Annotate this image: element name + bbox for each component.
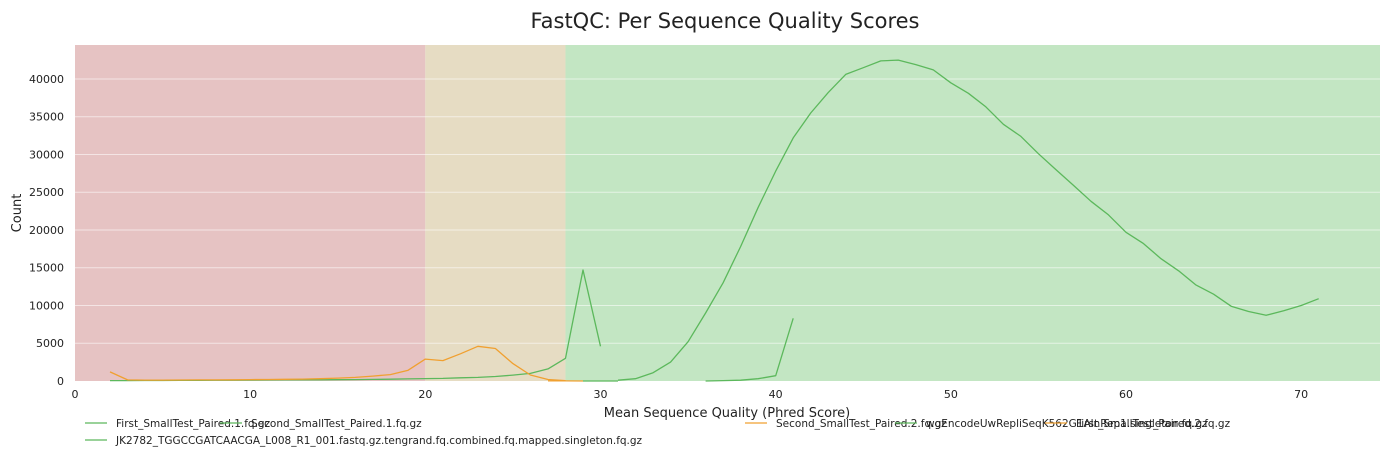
y-tick-label-8: 40000 (29, 73, 64, 86)
x-tick-label-1: 10 (243, 388, 257, 401)
quality-band-2 (565, 45, 1380, 381)
x-tick-label-2: 20 (418, 388, 432, 401)
y-axis-ticks: 0 5000 10000 15000 20000 25000 30000 35000 40000 (29, 73, 64, 388)
x-tick-label-6: 60 (1119, 388, 1133, 401)
series-line-2 (705, 318, 794, 382)
x-tick-label-4: 40 (769, 388, 783, 401)
legend-label-1: JK2782_TGGCCGATCAACGA_L008_R1_001.fastq.… (115, 435, 643, 447)
y-tick-label-6: 30000 (29, 148, 64, 161)
y-tick-label-0: 0 (57, 375, 64, 388)
y-tick-label-7: 35000 (29, 111, 64, 124)
grid-lines (75, 78, 1380, 344)
legend-label-3: Second_SmallTest_Paired.2.fq.gz (776, 418, 947, 430)
legend-label-2: Second_SmallTest_Paired.1.fq.gz (251, 418, 422, 430)
quality-band-0 (75, 45, 426, 381)
series-line-1 (617, 59, 1319, 381)
legend-label-5: First_SmallTest_Paired.2.fq.gz (1076, 418, 1231, 430)
y-tick-label-1: 5000 (36, 337, 64, 350)
legend: First_SmallTest_Paired.1.fq.gz JK2782_TGG… (85, 418, 1231, 447)
y-tick-label-4: 20000 (29, 224, 64, 237)
legend-label-4: wgEncodeUwRepliSeqK562G1AlnRep1.singleto… (926, 418, 1208, 430)
quality-bands (75, 45, 1380, 381)
x-tick-label-5: 50 (944, 388, 958, 401)
x-axis-ticks: 0 10 20 30 40 50 60 70 (72, 388, 1309, 401)
x-tick-label-3: 30 (594, 388, 608, 401)
x-tick-label-0: 0 (72, 388, 79, 401)
x-tick-label-7: 70 (1294, 388, 1308, 401)
quality-band-1 (425, 45, 566, 381)
series-line-5 (109, 345, 566, 382)
y-axis-label: Count (10, 194, 25, 233)
series-lines (109, 59, 1319, 382)
legend-label-0: First_SmallTest_Paired.1.fq.gz (116, 418, 271, 430)
y-tick-label-3: 15000 (29, 262, 64, 275)
chart-title: FastQC: Per Sequence Quality Scores (530, 9, 919, 33)
x-axis-label: Mean Sequence Quality (Phred Score) (604, 406, 850, 421)
y-tick-label-2: 10000 (29, 299, 64, 312)
y-tick-label-5: 25000 (29, 186, 64, 199)
